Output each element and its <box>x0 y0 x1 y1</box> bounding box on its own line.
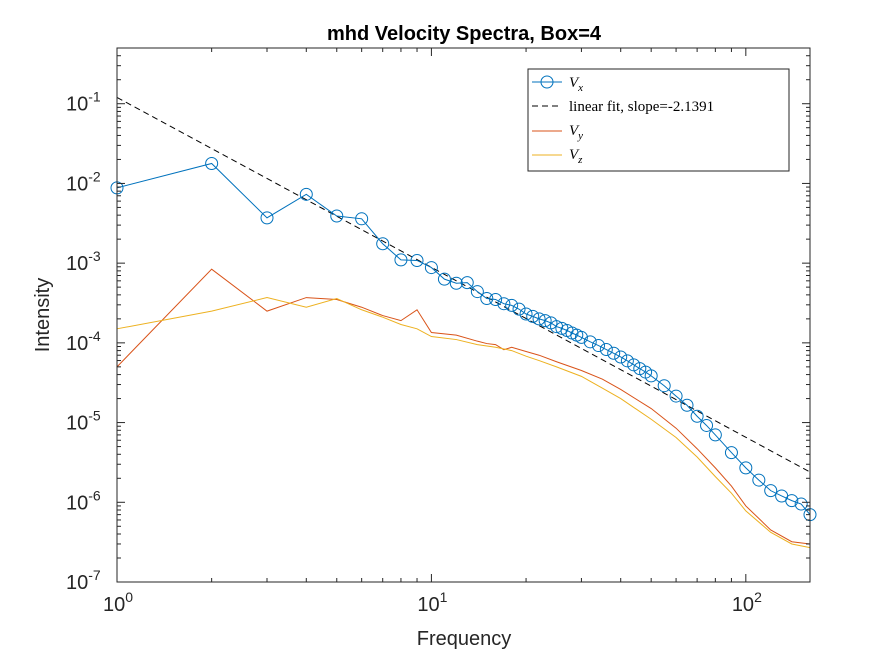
legend-vx-main: V <box>569 75 580 91</box>
series-vx-line <box>116 162 811 515</box>
legend-vy-label: Vy <box>569 123 583 142</box>
series-vx-point <box>505 298 519 312</box>
series-vx-point <box>394 253 408 267</box>
series-vx-point <box>460 276 474 290</box>
y-axis-label: Intensity <box>32 278 54 352</box>
legend: Vx linear fit, slope=-2.1391 Vy Vz <box>527 68 790 172</box>
series-vx-point <box>512 302 526 316</box>
series-vx-point <box>489 292 503 306</box>
series-vx-point <box>532 312 546 326</box>
series-vx-point <box>376 237 390 251</box>
series-vx-point <box>680 398 694 412</box>
y-tick-label: 10-4 <box>66 328 101 355</box>
series-vx-point <box>752 473 766 487</box>
y-tick-label: 10-1 <box>66 89 101 116</box>
y-tick-label: 10-2 <box>66 168 101 195</box>
series-vx-point <box>330 209 344 223</box>
legend-vx-sub: x <box>577 82 583 94</box>
series-vx-point <box>785 494 799 508</box>
series-vx-point <box>260 211 274 225</box>
axes-box <box>116 47 811 583</box>
series-vx-point <box>700 418 714 432</box>
series-vx-point <box>299 187 313 201</box>
series-vx-point <box>620 354 634 368</box>
series-vx-point <box>437 272 451 286</box>
series-vx-point <box>599 343 613 357</box>
y-tick-label: 10-6 <box>66 487 101 514</box>
legend-vx-marker <box>540 75 554 89</box>
legend-vz-label: Vz <box>569 147 583 166</box>
series-vx-point <box>355 212 369 226</box>
series-vx-point <box>480 292 494 306</box>
y-tick-label: 10-3 <box>66 248 101 275</box>
series-vx-point <box>470 285 484 299</box>
series-vx-point <box>410 253 424 267</box>
series-vx-point <box>583 335 597 349</box>
series-vx-point <box>424 261 438 275</box>
series-vx-point <box>724 446 738 460</box>
y-tick-label: 10-5 <box>66 408 101 435</box>
y-tick-label: 10-7 <box>66 567 101 594</box>
legend-vz-sub: z <box>577 154 583 166</box>
series-vx-point <box>497 297 511 311</box>
series-vx-point <box>657 379 671 393</box>
series-vx-point <box>205 156 219 170</box>
series-vx-point <box>592 339 606 353</box>
legend-box <box>527 68 790 172</box>
x-tick-label: 102 <box>732 589 762 616</box>
series-vx-point <box>607 346 621 360</box>
series-vx-point <box>794 497 808 511</box>
series-vx-point <box>708 428 722 442</box>
legend-vx-label: Vx <box>569 75 583 94</box>
legend-vz-main: V <box>569 147 580 163</box>
series-vx-point <box>739 461 753 475</box>
legend-fit-label: linear fit, slope=-2.1391 <box>569 99 714 115</box>
series-vx-point <box>644 369 658 383</box>
x-tick-label: 100 <box>103 589 133 616</box>
series-vz-line <box>116 297 811 549</box>
series-vx-point <box>669 389 683 403</box>
series-vx-point <box>574 330 588 344</box>
series-layer <box>110 96 817 549</box>
series-vx-point <box>690 409 704 423</box>
series-vx-point <box>764 484 778 498</box>
series-vx-point <box>538 314 552 328</box>
series-vx-point <box>519 307 533 321</box>
series-vx-point <box>526 309 540 323</box>
legend-vy-main: V <box>569 123 580 139</box>
x-axis-label: Frequency <box>417 628 512 650</box>
series-vx-point <box>449 276 463 290</box>
chart-title: mhd Velocity Spectra, Box=4 <box>327 23 602 45</box>
series-vy-line <box>116 268 811 545</box>
series-fit-line <box>116 96 811 473</box>
axes-layer: 10-7 10-6 10-5 10-4 10-3 10-2 10-1 100 101 102 <box>66 47 811 616</box>
legend-vy-sub: y <box>577 130 583 142</box>
x-tick-label: 101 <box>417 589 447 616</box>
series-vx-point <box>614 350 628 364</box>
